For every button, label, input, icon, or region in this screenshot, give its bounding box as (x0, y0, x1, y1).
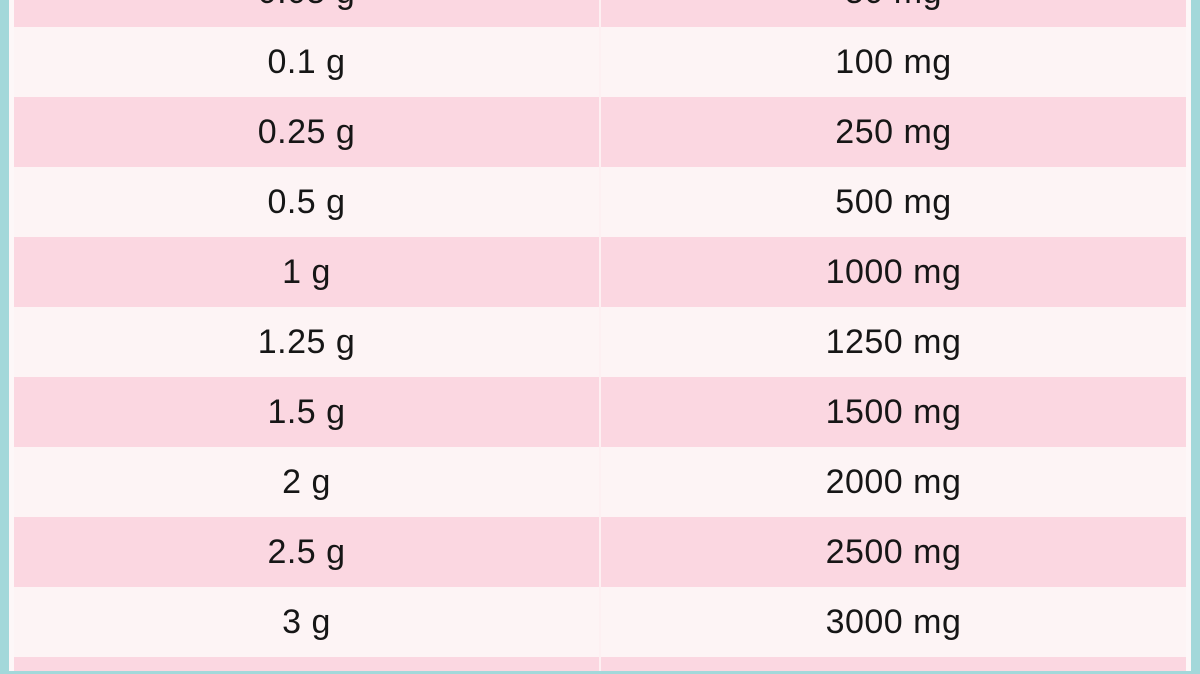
table-row: 0.05 g50 mg (14, 0, 1186, 27)
milligrams-cell (601, 657, 1186, 671)
table-row: 2 g 2000 mg (14, 447, 1186, 517)
grams-cell: 2 g (14, 447, 601, 517)
table-row (14, 657, 1186, 671)
milligrams-cell: 2000 mg (825, 462, 962, 501)
table-row: 0.1 g 100 mg (14, 27, 1186, 97)
milligrams-cell: 50 mg (601, 0, 1186, 27)
milligrams-cell: 500 mg (835, 182, 952, 221)
milligrams-cell: 100 mg (835, 42, 952, 81)
milligrams-cell: 1250 mg (825, 322, 962, 361)
milligrams-cell: 250 mg (835, 112, 952, 151)
grams-cell: 0.5 g (14, 167, 601, 237)
grams-cell: 1 g (14, 237, 601, 307)
grams-cell: 3 g (14, 587, 601, 657)
milligrams-cell: 3000 mg (825, 602, 962, 641)
grams-cell: 0.05 g (14, 0, 601, 27)
grams-cell: 2.5 g (14, 517, 601, 587)
table-row: 3 g 3000 mg (14, 587, 1186, 657)
table-row: 0.5 g 500 mg (14, 167, 1186, 237)
table-row: 1 g 1000 mg (14, 237, 1186, 307)
table-row: 0.25 g 250 mg (14, 97, 1186, 167)
grams-cell: 0.25 g (14, 97, 601, 167)
milligrams-cell: 2500 mg (825, 532, 962, 571)
conversion-table-frame: 0.05 g50 mg0.1 g 100 mg 0.25 g 250 mg 0.5 g 5… (9, 0, 1191, 671)
grams-cell: 1.5 g (14, 377, 601, 447)
grams-to-milligrams-table: 0.05 g50 mg0.1 g 100 mg 0.25 g 250 mg 0.5 g 5… (14, 0, 1186, 671)
milligrams-cell: 1500 mg (825, 392, 962, 431)
milligrams-cell: 1000 mg (825, 252, 962, 291)
grams-cell (14, 657, 601, 671)
table-row: 1.5 g 1500 mg (14, 377, 1186, 447)
grams-cell: 0.1 g (14, 27, 601, 97)
grams-cell: 1.25 g (14, 307, 601, 377)
table-row: 1.25 g 1250 mg (14, 307, 1186, 377)
table-row: 2.5 g 2500 mg (14, 517, 1186, 587)
